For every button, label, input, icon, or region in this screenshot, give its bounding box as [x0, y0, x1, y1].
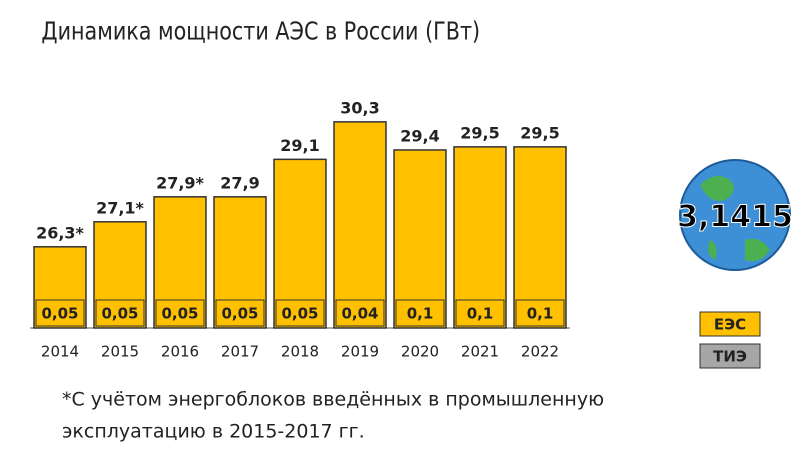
x-tick-label: 2022 [521, 343, 559, 361]
inner-box [335, 299, 385, 327]
inner-box [215, 299, 265, 327]
x-tick-label: 2018 [281, 343, 319, 361]
x-tick-label: 2016 [161, 343, 199, 361]
bar [513, 146, 567, 329]
legend-swatch [699, 343, 761, 369]
inner-label: 0,05 [41, 305, 78, 323]
legend-swatch [699, 311, 761, 337]
value-label: 29,5 [520, 123, 559, 142]
value-label: 27,1* [96, 198, 144, 217]
legend-label: ЕЭС [714, 316, 746, 334]
legend-label: ТИЭ [713, 348, 747, 366]
inner-box [275, 299, 325, 327]
inner-label: 0,1 [407, 305, 434, 323]
x-tick-label: 2015 [101, 343, 139, 361]
footnote: *С учётом энергоблоков введённых в промы… [62, 389, 604, 411]
inner-label: 0,05 [161, 305, 198, 323]
inner-box [515, 299, 565, 327]
inner-label: 0,1 [467, 305, 494, 323]
inner-label: 0,1 [527, 305, 554, 323]
x-tick-label: 2019 [341, 343, 379, 361]
x-tick-label: 2014 [41, 343, 79, 361]
bar [393, 149, 447, 329]
inner-label: 0,04 [341, 305, 378, 323]
value-label: 29,5 [460, 123, 499, 142]
globe-land [700, 176, 770, 262]
value-label: 29,4 [400, 126, 439, 145]
value-label: 26,3* [36, 223, 84, 242]
inner-label: 0,05 [281, 305, 318, 323]
logo-text: 3,1415 [677, 200, 793, 235]
footnote: эксплуатацию в 2015-2017 гг. [62, 421, 365, 443]
inner-box [95, 299, 145, 327]
bar [333, 121, 387, 329]
bar [453, 146, 507, 329]
inner-box [155, 299, 205, 327]
inner-box [455, 299, 505, 327]
value-label: 27,9* [156, 173, 204, 192]
chart-title: Динамика мощности АЭС в России (ГВт) [41, 16, 480, 45]
inner-box [35, 299, 85, 327]
inner-label: 0,05 [221, 305, 258, 323]
x-tick-label: 2017 [221, 343, 259, 361]
value-label: 29,1 [280, 136, 319, 155]
value-label: 27,9 [220, 173, 259, 192]
inner-box [395, 299, 445, 327]
value-label: 30,3 [340, 98, 379, 117]
globe: 3,1415 [677, 159, 793, 271]
x-tick-label: 2020 [401, 343, 439, 361]
inner-label: 0,05 [101, 305, 138, 323]
x-tick-label: 2021 [461, 343, 499, 361]
